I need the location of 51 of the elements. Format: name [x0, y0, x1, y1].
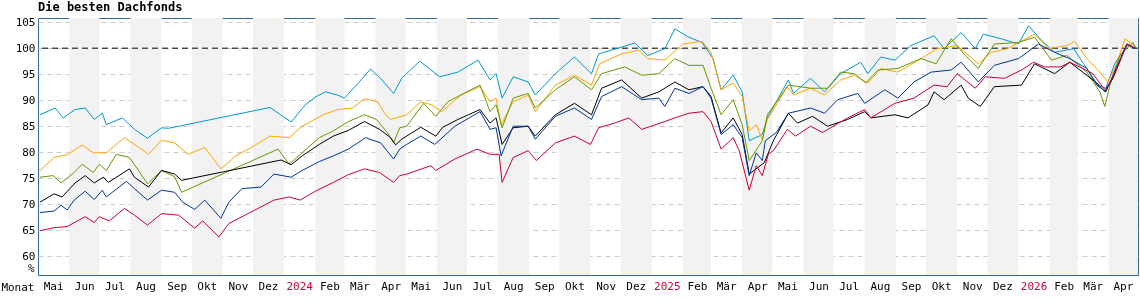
- x-tick-label: Aug: [136, 279, 156, 293]
- x-tick-label: Mär: [1083, 279, 1104, 293]
- x-tick-label: Nov: [962, 279, 984, 293]
- y-tick-label: 85: [22, 119, 36, 133]
- y-tick-label: 80: [22, 145, 36, 159]
- y-tick-label: 100: [15, 41, 36, 55]
- x-tick-label: Aug: [503, 279, 524, 293]
- x-tick-label: Mai: [411, 279, 432, 293]
- x-tick-label: Nov: [228, 279, 249, 293]
- x-tick-label: Jun: [442, 279, 463, 293]
- x-tick-label: 2025: [654, 279, 681, 293]
- x-tick-label: Jun: [809, 279, 829, 293]
- x-tick-label: Mai: [777, 279, 798, 293]
- x-tick-label: Mai: [43, 279, 64, 293]
- x-tick-label: Nov: [596, 279, 617, 293]
- x-tick-label: Feb: [1054, 279, 1075, 293]
- y-tick-label: 70: [22, 197, 36, 211]
- y-tick-label: 105: [15, 15, 36, 29]
- x-tick-label: Jul: [104, 279, 125, 293]
- x-tick-label: Jul: [839, 279, 860, 293]
- x-tick-label: Dez: [626, 279, 647, 293]
- x-tick-label: Jun: [74, 279, 95, 293]
- x-tick-label: Okt: [565, 279, 585, 293]
- x-tick-label: Mär: [350, 279, 371, 293]
- y-tick-label: 75: [22, 171, 36, 185]
- x-tick-label: Apr: [1113, 279, 1134, 293]
- x-tick-label: Feb: [319, 279, 340, 293]
- x-tick-label: Sep: [901, 279, 922, 293]
- line-series: [39, 25, 1137, 142]
- x-tick-label: Okt: [197, 279, 218, 293]
- x-axis-title: Monat: [1, 280, 35, 294]
- x-tick-label: Jul: [472, 279, 493, 293]
- x-tick-label: Aug: [870, 279, 891, 293]
- x-tick-label: Dez: [258, 279, 279, 293]
- y-tick-label: 60: [22, 249, 36, 263]
- x-tick-label: 2024: [286, 279, 314, 293]
- x-tick-label: 2026: [1020, 279, 1048, 293]
- y-axis-title: %: [27, 261, 35, 275]
- y-tick-label: 90: [22, 93, 36, 107]
- x-tick-label: Sep: [534, 279, 555, 293]
- x-tick-label: Feb: [687, 279, 708, 293]
- chart-title: Die besten Dachfonds: [38, 0, 183, 15]
- y-tick-label: 95: [22, 67, 36, 81]
- x-tick-label: Mär: [716, 279, 737, 293]
- line-series: [39, 33, 1137, 171]
- y-tick-label: 65: [22, 223, 36, 237]
- x-tick-label: Apr: [747, 279, 769, 293]
- x-tick-label: Okt: [931, 279, 952, 293]
- x-tick-label: Sep: [167, 279, 188, 293]
- x-tick-label: Apr: [381, 279, 402, 293]
- x-tick-label: Dez: [992, 279, 1013, 293]
